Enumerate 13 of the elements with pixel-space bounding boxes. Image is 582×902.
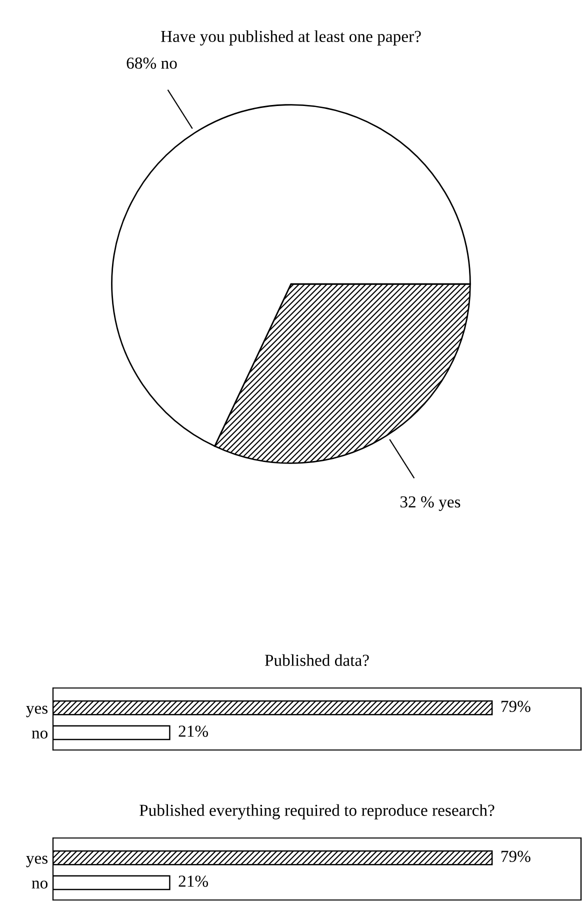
chart-title: Published everything required to reproduce research?	[140, 804, 494, 820]
data-label: 21%	[178, 726, 208, 737]
data-label: 79%	[502, 850, 530, 862]
data-label: 79%	[502, 700, 530, 712]
y-tick-label: yes	[26, 706, 48, 718]
chart-title: Have you published at least one paper?	[160, 30, 421, 46]
chart-title: Published data?	[264, 654, 369, 666]
slice-label: 68% no	[126, 58, 177, 69]
y-tick-label: yes	[26, 856, 48, 868]
data-label: 21%	[178, 876, 208, 887]
y-tick-label: no	[32, 730, 48, 739]
slice-label: 32 % yes	[400, 496, 460, 511]
y-tick-label: no	[32, 880, 48, 889]
